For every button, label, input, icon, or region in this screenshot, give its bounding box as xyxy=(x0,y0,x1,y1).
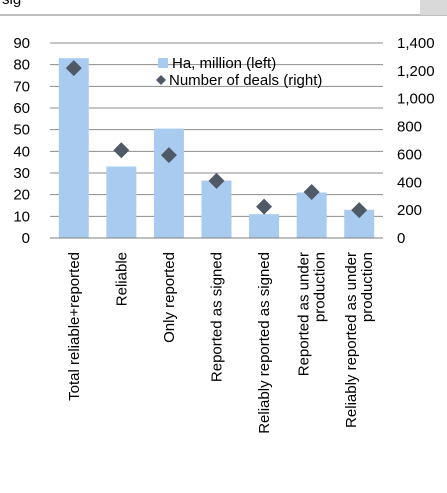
bar xyxy=(249,214,280,238)
marker-point xyxy=(351,202,368,219)
y-axis-left: 0 10 20 30 40 50 60 70 80 90 xyxy=(13,35,30,247)
y-left-tick-label: 0 xyxy=(22,230,30,247)
marker-point xyxy=(160,147,177,164)
y-left-tick-label: 30 xyxy=(13,165,30,182)
x-category-label: Reported as underproduction xyxy=(296,252,329,376)
y-right-tick-label: 800 xyxy=(397,119,422,136)
y-left-tick-label: 70 xyxy=(13,78,30,95)
y-right-tick-label: 1,000 xyxy=(397,91,435,108)
marker-point xyxy=(113,142,130,159)
chart-header: sig xyxy=(0,0,447,16)
legend-swatch-bar xyxy=(158,58,168,68)
marker-series xyxy=(65,60,368,219)
x-category-label: Reliable xyxy=(113,252,130,306)
legend-label: Number of deals (right) xyxy=(169,72,322,89)
y-axis-right: 0 200 400 600 800 1,000 1,200 1,400 xyxy=(397,35,435,247)
header-title-fragment: sig xyxy=(2,0,21,8)
x-category-label: Reliably reported as signed xyxy=(256,252,273,434)
y-left-tick-label: 50 xyxy=(13,122,30,139)
bar xyxy=(106,166,137,238)
marker-point xyxy=(208,172,225,189)
y-right-tick-label: 1,400 xyxy=(397,35,435,52)
bar xyxy=(296,192,327,238)
y-left-tick-label: 90 xyxy=(13,35,30,52)
marker-point xyxy=(256,198,273,215)
header-corner-mark xyxy=(420,0,447,15)
y-left-tick-label: 20 xyxy=(13,187,30,204)
y-left-tick-label: 60 xyxy=(13,100,30,117)
y-left-tick-label: 80 xyxy=(13,57,30,74)
x-category-label: Only reported xyxy=(161,252,178,343)
legend: Ha, million (left)Number of deals (right… xyxy=(156,55,322,89)
marker-point xyxy=(65,60,82,77)
x-axis-categories: Total reliable+reported Reliable Only repo… xyxy=(66,252,376,434)
x-category-label: Reliably reported as underproduction xyxy=(343,252,376,428)
y-right-tick-label: 400 xyxy=(397,174,422,191)
bar xyxy=(58,58,89,238)
x-category-label: Total reliable+reported xyxy=(66,252,83,401)
bar-series xyxy=(58,58,375,238)
y-right-tick-label: 600 xyxy=(397,146,422,163)
y-right-tick-label: 0 xyxy=(397,230,405,247)
bar xyxy=(153,128,184,238)
legend-swatch-marker xyxy=(156,75,166,85)
y-right-tick-label: 200 xyxy=(397,202,422,219)
x-category-label: Reported as signed xyxy=(209,252,226,382)
y-left-tick-label: 40 xyxy=(13,143,30,160)
bar xyxy=(201,180,232,238)
marker-point xyxy=(303,184,320,201)
y-left-tick-label: 10 xyxy=(13,208,30,225)
legend-label: Ha, million (left) xyxy=(172,55,276,72)
gridlines xyxy=(50,42,383,217)
y-right-tick-label: 1,200 xyxy=(397,63,435,80)
